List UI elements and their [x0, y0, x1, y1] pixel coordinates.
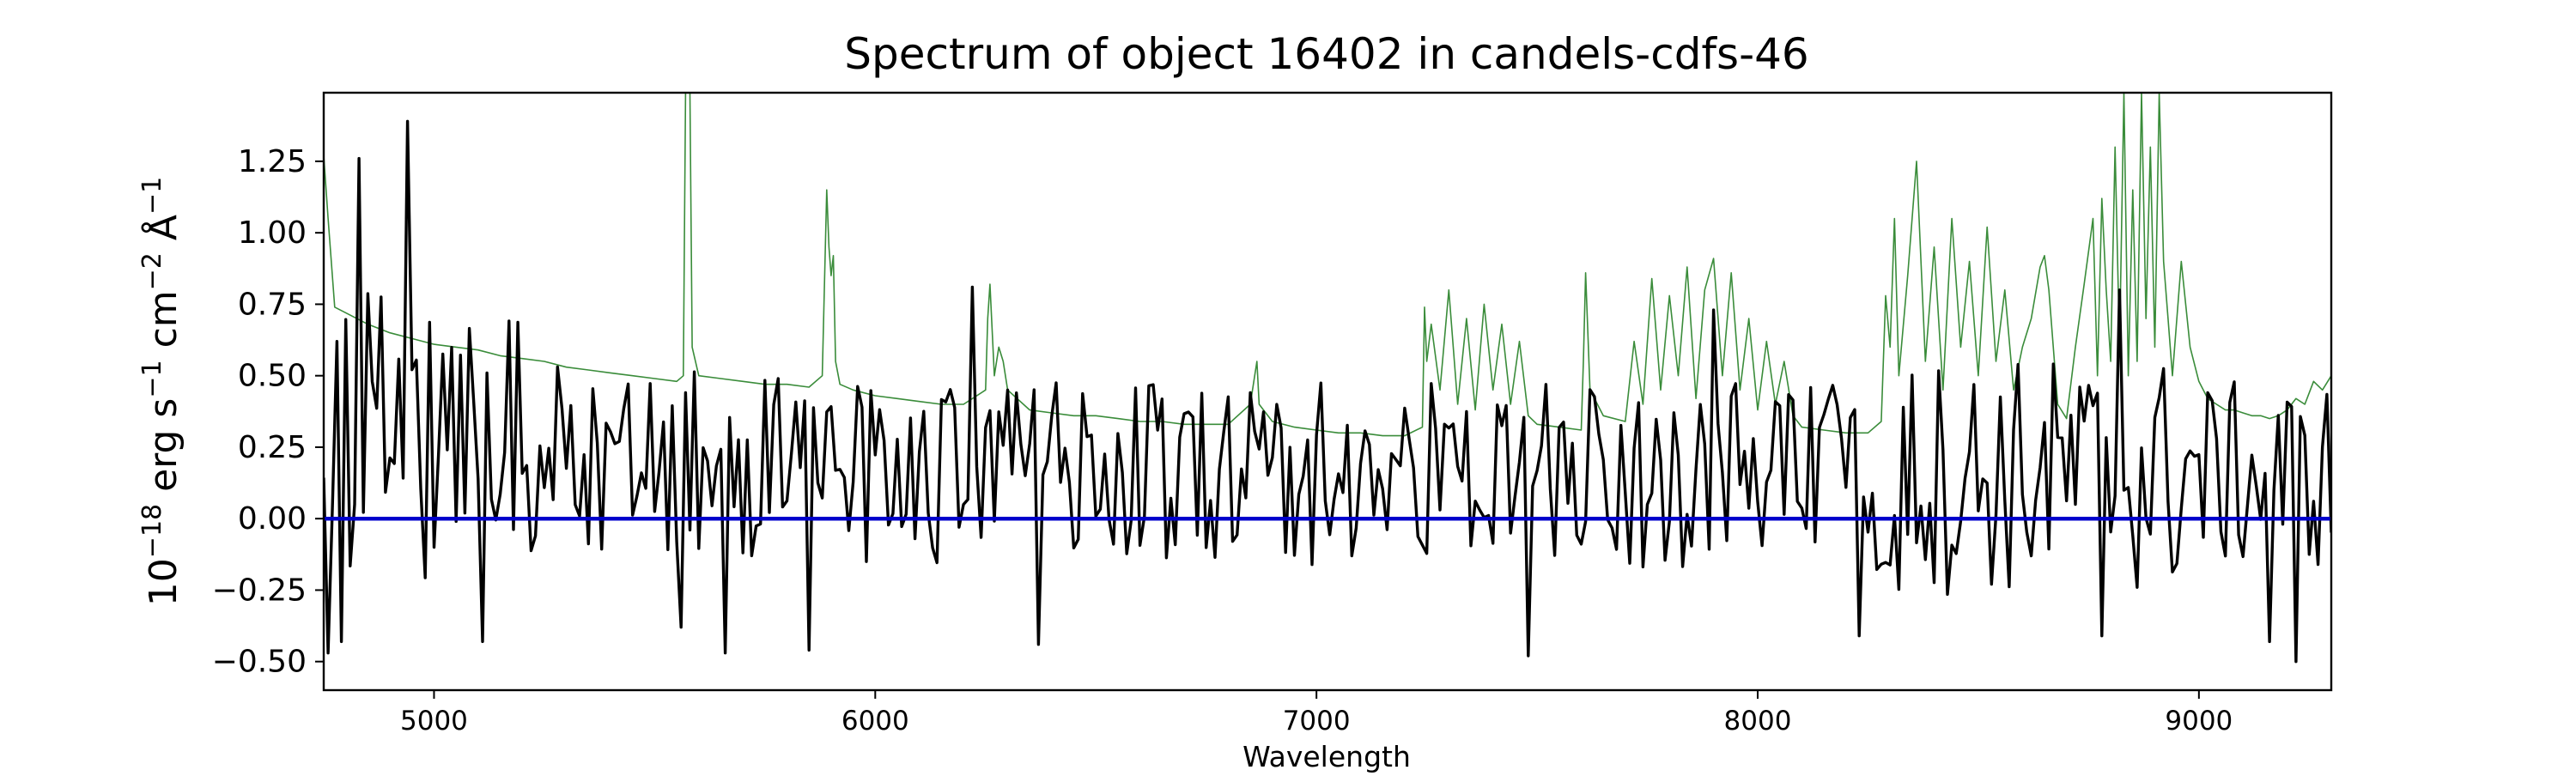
- green-series-line: [324, 93, 2331, 437]
- x-tick-label: 6000: [841, 706, 909, 737]
- black-series-line: [324, 119, 2331, 664]
- x-axis-label: Wavelength: [1242, 740, 1411, 773]
- x-axis: 5000 6000 7000 8000 9000: [400, 690, 2233, 737]
- y-label-unit1: erg s: [142, 398, 185, 504]
- y-axis: −0.50 −0.25 0.00 0.25 0.50 0.75 1.00 1.25: [212, 144, 324, 680]
- y-label-unit2: cm: [142, 290, 185, 360]
- x-tick-label: 5000: [400, 706, 468, 737]
- y-label-prefix: 10: [142, 558, 185, 606]
- y-tick-label: 0.00: [238, 501, 307, 537]
- series-layer: [324, 93, 2331, 664]
- y-tick-label: 0.75: [238, 287, 307, 322]
- y-label-exp3: −2: [137, 252, 167, 290]
- y-axis-label: 10−18 erg s−1 cm−2 Å−1: [137, 177, 185, 606]
- y-label-exp2: −1: [137, 360, 167, 397]
- x-tick-label: 9000: [2165, 706, 2233, 737]
- y-label-exp4: −1: [137, 177, 167, 215]
- y-tick-label: −0.50: [212, 645, 307, 680]
- chart-title: Spectrum of object 16402 in candels-cdfs…: [844, 29, 1809, 79]
- x-tick-label: 8000: [1724, 706, 1792, 737]
- y-tick-label: −0.25: [212, 573, 307, 608]
- y-tick-label: 1.25: [238, 144, 307, 179]
- y-tick-label: 0.50: [238, 359, 307, 394]
- y-tick-label: 1.00: [238, 215, 307, 251]
- plot-frame: [322, 91, 2333, 692]
- y-tick-label: 0.25: [238, 430, 307, 465]
- y-label-exp1: −18: [137, 504, 167, 558]
- y-label-unit3: Å: [140, 215, 185, 252]
- x-tick-label: 7000: [1283, 706, 1351, 737]
